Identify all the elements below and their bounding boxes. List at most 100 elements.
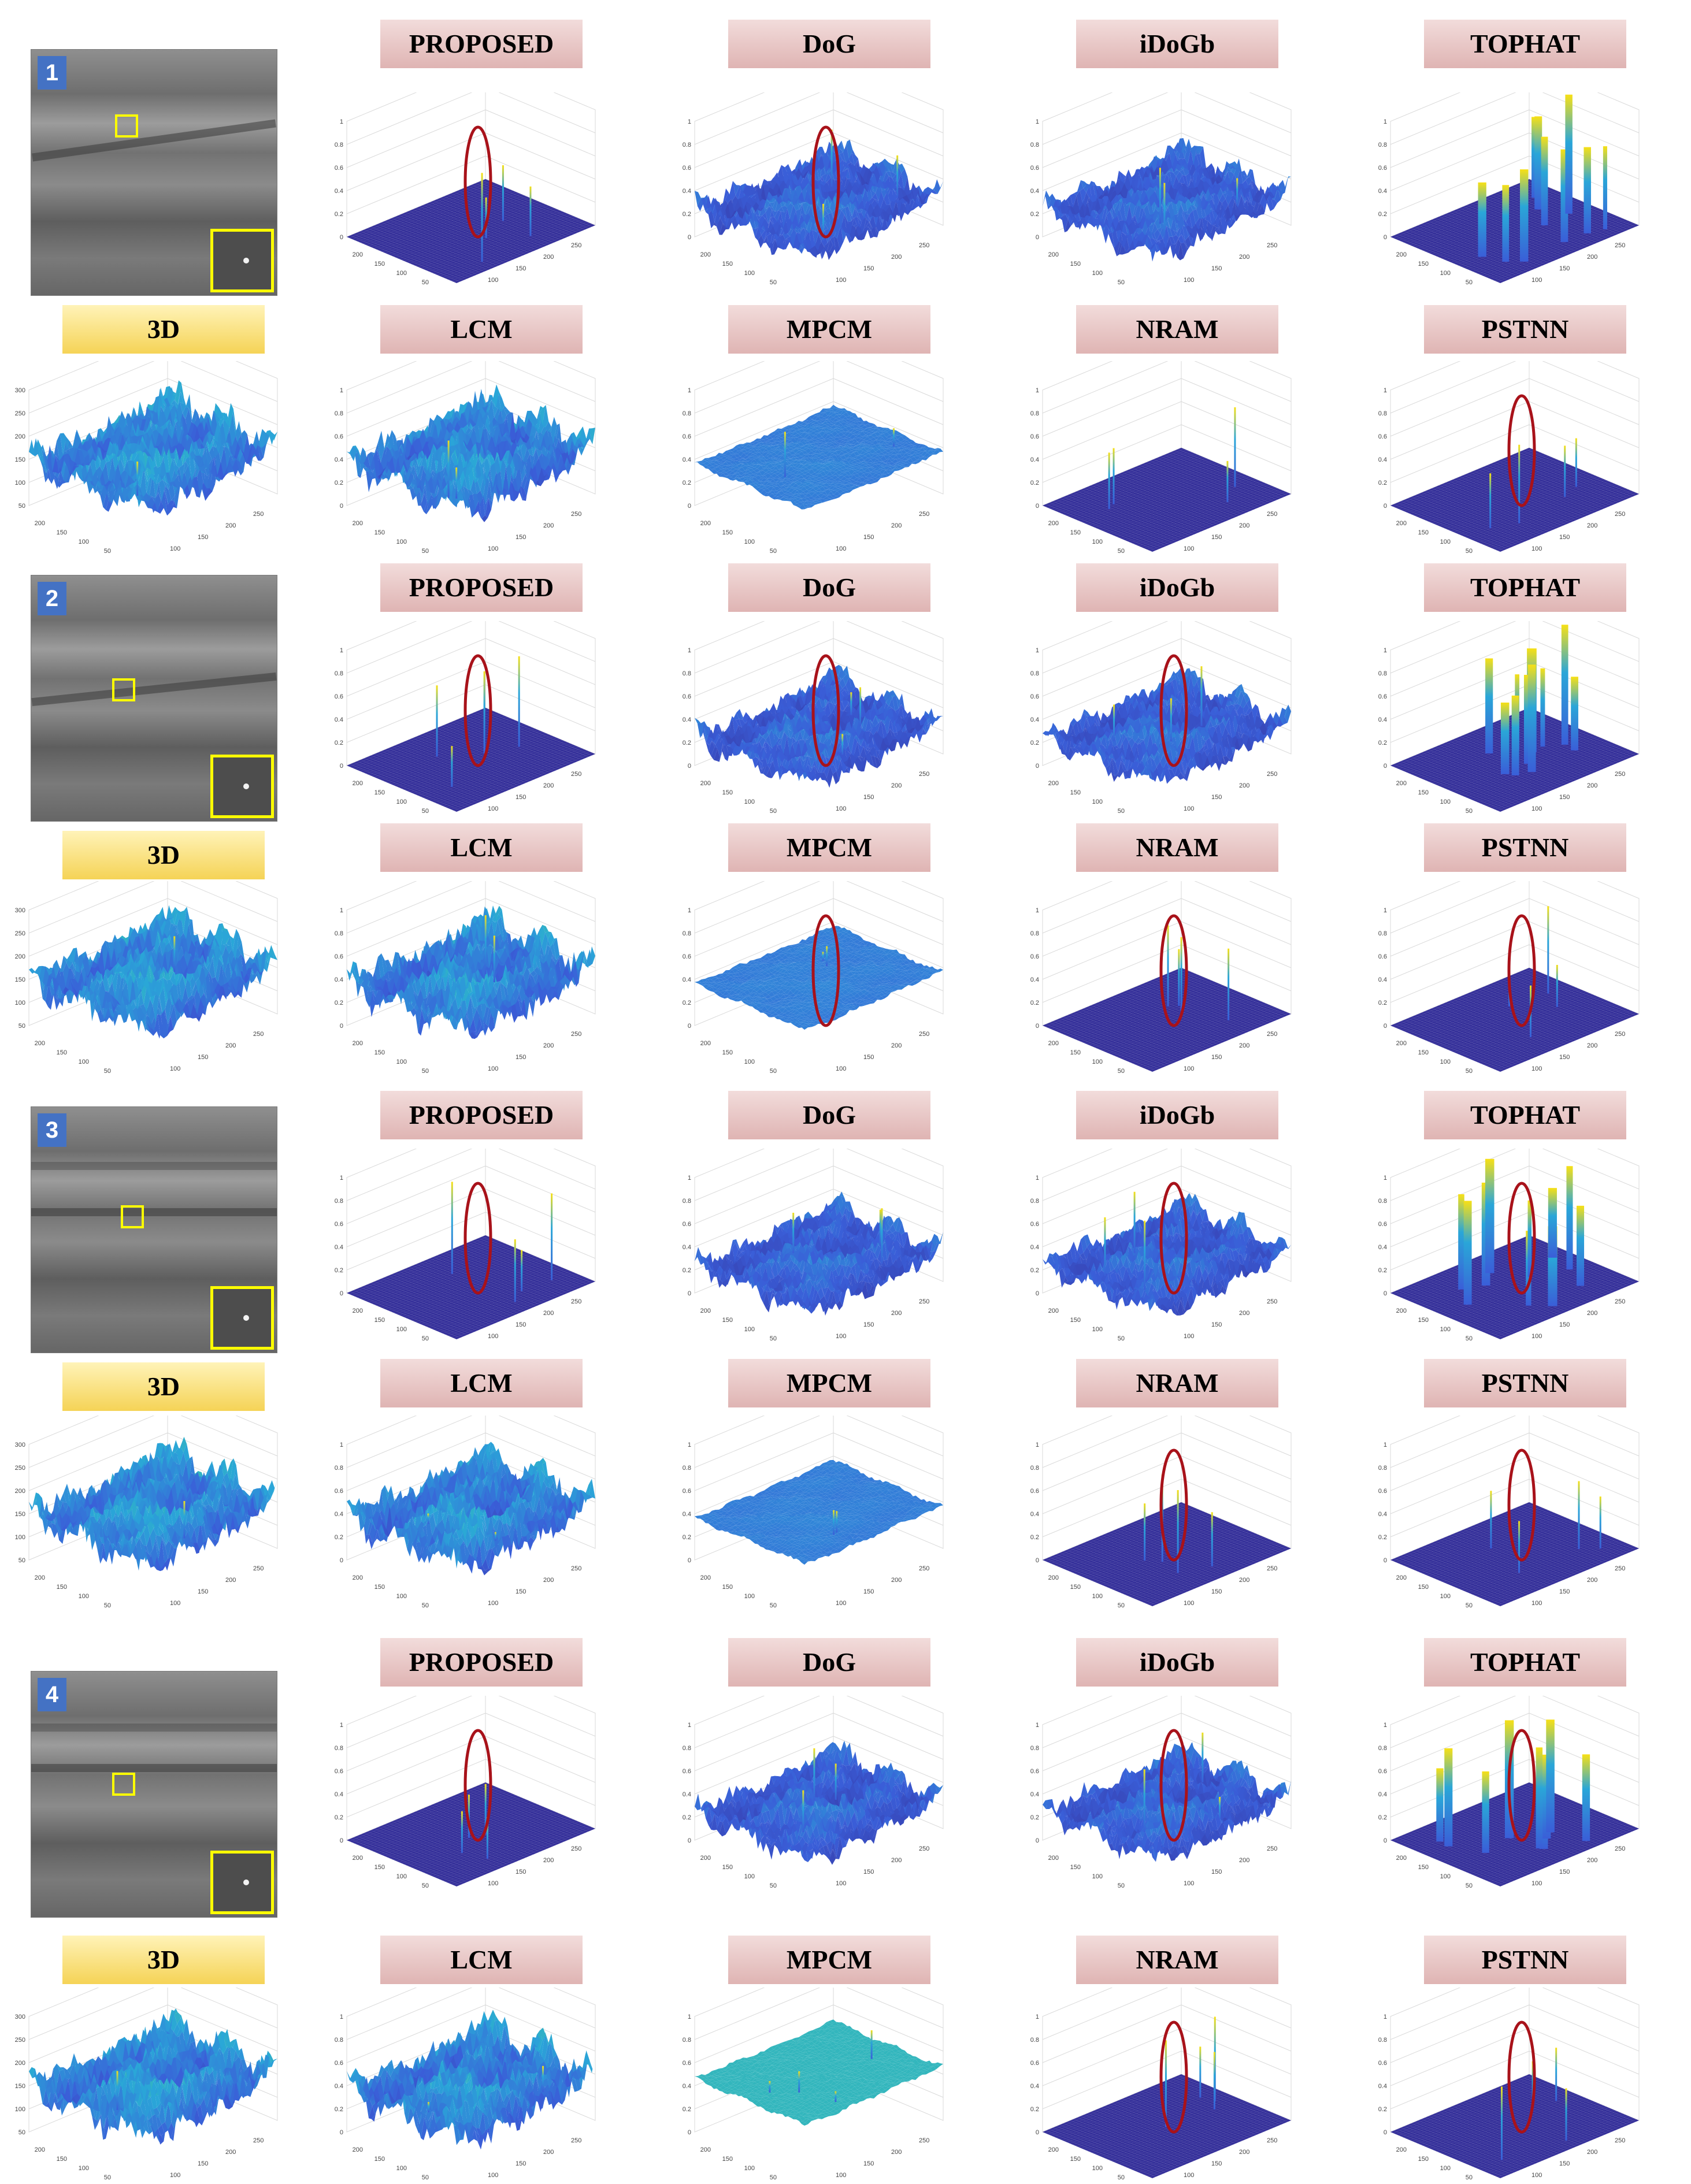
x-tick-label: 200 [543,254,554,261]
surface-plot: 00.20.40.60.815010015020025050100150200 [324,1988,613,2184]
x-tick-label: 250 [919,511,929,518]
surface-plot-svg: 00.20.40.60.815010015020025050100150200 [1019,621,1308,818]
z-tick-label: 0.6 [1378,953,1387,960]
x-tick-label: 50 [142,1611,149,1612]
x-tick-label: 250 [1615,511,1625,518]
y-tick-label: 150 [374,261,385,268]
y-tick-label: 50 [770,1335,777,1342]
x-tick-label: 150 [1559,1054,1570,1061]
z-tick-label: 0 [688,503,691,510]
y-tick-label: 50 [104,1068,111,1075]
x-tick-label: 200 [891,1042,902,1049]
y-tick-label: 50 [1466,1068,1473,1075]
z-tick-label: 0.2 [683,211,691,218]
x-tick-label: 250 [571,771,581,778]
z-tick-label: 300 [15,387,25,394]
surface-plot-svg: 00.20.40.60.815010015020025050100150200 [1367,361,1656,558]
z-tick-label: 0 [1384,1837,1387,1844]
z-tick-label: 0.6 [1378,2060,1387,2067]
y-tick-label: 100 [744,1326,755,1333]
z-tick-label: 0.2 [683,2106,691,2113]
y-tick-label: 150 [57,2156,67,2163]
z-tick-label: 0 [1036,1557,1039,1564]
y-tick-label: 100 [1440,2165,1451,2172]
z-tick-label: 0.4 [335,1511,343,1518]
surface-plot: 00.20.40.60.815010015020025050100150200 [324,361,613,558]
x-tick-label: 150 [516,1588,526,1595]
method-label: TOPHAT [1424,563,1626,612]
z-tick-label: 1 [1036,1722,1039,1729]
y-tick-label: 100 [1440,1326,1451,1333]
surface-plot-svg: 00.20.40.60.815010015020025050100150200 [324,1988,613,2184]
image-number-badge: 1 [38,56,66,90]
z-tick-label: 1 [1384,118,1387,125]
target-box [121,1205,144,1228]
y-tick-label: 200 [1396,520,1407,527]
surface-plot: 00.20.40.60.815010015020025050100150200 [672,1696,961,1892]
method-label: PSTNN [1424,1359,1626,1407]
y-tick-label: 100 [396,1058,407,1065]
z-tick-label: 0.6 [1030,953,1039,960]
z-tick-label: 0 [1036,1290,1039,1297]
z-tick-label: 250 [15,2037,25,2044]
method-label: NRAM [1076,823,1278,872]
y-tick-label: 150 [722,1864,733,1871]
x-tick-label: 100 [836,805,846,812]
x-tick-label: 100 [488,2172,498,2179]
z-tick-label: 0.4 [683,2083,691,2090]
y-tick-label: 150 [1418,529,1429,536]
z-tick-label: 0.4 [683,456,691,463]
surface-plot: 00.20.40.60.815010015020025050100150200 [324,92,613,289]
z-tick-label: 0.4 [335,716,343,723]
method-label: DoG [728,20,930,68]
x-tick-label: 100 [1531,1880,1542,1887]
method-label: iDoGb [1076,1638,1278,1687]
z-tick-label: 200 [15,1488,25,1495]
surface-plot: 00.20.40.60.815010015020025050100150200 [672,621,961,818]
y-tick-label: 150 [1418,1584,1429,1591]
z-tick-label: 0 [688,1290,691,1297]
surface-plot-svg: 00.20.40.60.815010015020025050100150200 [1367,1988,1656,2184]
x-tick-label: 50 [1156,557,1163,558]
x-tick-label: 250 [1615,1031,1625,1038]
z-tick-label: 0.4 [1030,716,1039,723]
x-tick-label: 250 [1615,1565,1625,1572]
x-tick-label: 150 [863,534,874,541]
y-tick-label: 150 [1070,261,1081,268]
z-tick-label: 1 [340,907,343,914]
x-tick-label: 50 [142,1077,149,1078]
z-tick-label: 1 [1036,647,1039,654]
y-tick-label: 50 [422,548,429,555]
surface-plot-svg: 5010015020025030050100150200250501001502… [6,881,295,1078]
method-label: LCM [380,823,583,872]
y-tick-label: 50 [422,808,429,815]
x-tick-label: 100 [1531,805,1542,812]
x-tick-label: 150 [1211,794,1222,801]
z-tick-label: 0.6 [335,165,343,172]
z-tick-label: 0 [340,1557,343,1564]
y-tick-label: 150 [374,2156,385,2163]
z-tick-label: 50 [18,1557,25,1564]
surface-plot-svg: 5010015020025030050100150200250501001502… [6,1988,295,2184]
image-number-badge: 4 [38,1678,66,1711]
x-tick-label: 100 [836,1600,846,1607]
z-tick-label: 0.8 [1030,1465,1039,1472]
z-tick-label: 0.2 [335,1534,343,1541]
method-label: 3D [62,305,265,354]
z-tick-label: 0 [1036,1837,1039,1844]
z-tick-label: 0.8 [683,1198,691,1205]
zoomed-target-inset [210,1851,274,1914]
z-tick-label: 0.6 [1378,1768,1387,1775]
x-tick-label: 150 [516,1054,526,1061]
z-tick-label: 0.4 [1030,2083,1039,2090]
y-tick-label: 150 [1418,1864,1429,1871]
z-tick-label: 150 [15,976,25,983]
surface-plot-svg: 00.20.40.60.815010015020025050100150200 [1367,621,1656,818]
z-tick-label: 250 [15,1465,25,1472]
y-tick-label: 200 [700,2146,711,2153]
z-tick-label: 0.2 [1030,1267,1039,1274]
x-tick-label: 200 [1587,1042,1597,1049]
y-tick-label: 50 [1118,1882,1125,1889]
zoomed-target-inset [210,1286,274,1350]
y-tick-label: 50 [1466,279,1473,286]
